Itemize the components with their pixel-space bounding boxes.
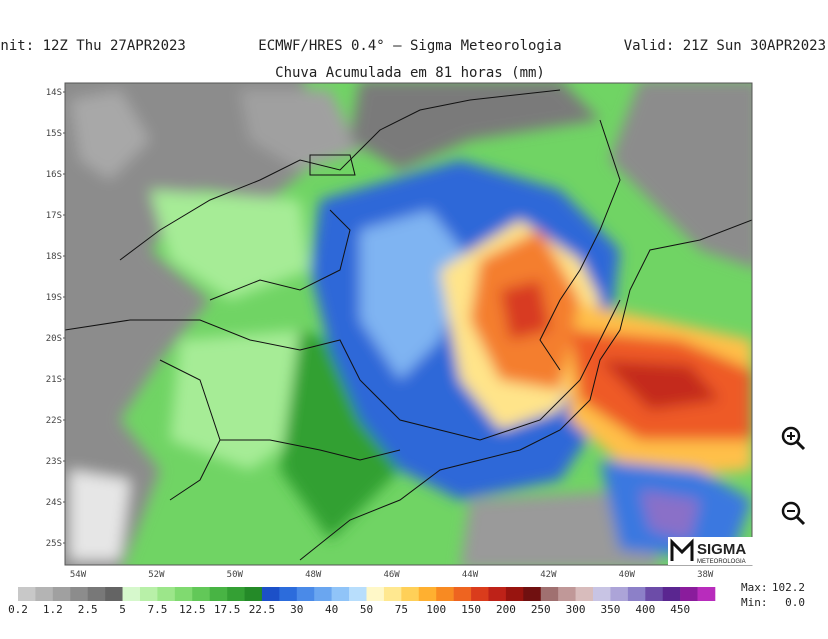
longitude-label: 52W — [148, 570, 165, 580]
latitude-label: 18S — [46, 252, 62, 262]
legend-label: 2.5 — [78, 603, 98, 616]
legend-swatch — [697, 587, 716, 601]
legend-swatch — [87, 587, 106, 601]
legend-swatch — [227, 587, 245, 601]
legend-label: 400 — [635, 603, 655, 616]
logo-name: SIGMA — [697, 541, 746, 558]
legend-swatch — [401, 587, 420, 601]
zoom-out[interactable] — [781, 501, 806, 526]
legend-swatch — [610, 587, 629, 601]
legend-swatch — [35, 587, 54, 601]
legend-label: 30 — [290, 603, 303, 616]
latitude-label: 24S — [46, 498, 62, 508]
latitude-label: 20S — [46, 334, 62, 344]
legend-swatch — [488, 587, 507, 601]
latitude-label: 14S — [46, 88, 62, 98]
legend-swatch — [314, 587, 332, 601]
latitude-label: 17S — [46, 211, 62, 221]
legend-swatch — [436, 587, 454, 601]
init-time: Init: 12Z Thu 27APR2023 — [0, 38, 186, 54]
longitude-label: 42W — [540, 570, 557, 580]
min-label: Min: — [741, 596, 768, 609]
legend-swatch — [174, 587, 193, 601]
legend-label: 17.5 — [214, 603, 241, 616]
legend-swatch — [505, 587, 524, 601]
legend-swatch — [540, 587, 559, 601]
legend-swatch — [593, 587, 611, 601]
latitude-label: 19S — [46, 293, 62, 303]
max-value: 102.2 — [772, 581, 805, 594]
legend-swatch — [645, 587, 664, 601]
legend-label: 7.5 — [147, 603, 167, 616]
legend-swatch — [349, 587, 367, 601]
legend-swatch — [453, 587, 472, 601]
min-value: 0.0 — [785, 596, 805, 609]
legend-label: 75 — [395, 603, 408, 616]
map-frame — [64, 82, 753, 566]
legend-swatch — [558, 587, 576, 601]
legend-label: 0.2 — [8, 603, 28, 616]
max-label: Max: — [741, 581, 768, 594]
logo: SIGMA METEOROLOGIA — [668, 537, 754, 565]
legend-swatch — [18, 587, 36, 601]
zoom-in[interactable] — [781, 426, 806, 451]
longitude-label: 44W — [462, 570, 479, 580]
valid-time: Valid: 21Z Sun 30APR2023 — [624, 38, 826, 54]
legend-swatch — [139, 587, 158, 601]
legend-swatch — [122, 587, 141, 601]
legend-label: 5 — [119, 603, 126, 616]
legend-swatch — [366, 587, 385, 601]
map-title: ECMWF/HRES 0.4° — Sigma Meteorologia — [258, 38, 561, 54]
legend-label: 300 — [566, 603, 586, 616]
longitude-label: 48W — [305, 570, 322, 580]
longitude-label: 50W — [227, 570, 244, 580]
legend-swatch — [331, 587, 350, 601]
map-subtitle: Chuva Acumulada em 81 horas (mm) — [275, 65, 545, 81]
latitude-label: 22S — [46, 416, 62, 426]
legend-swatch — [418, 587, 437, 601]
latitude-label: 23S — [46, 457, 62, 467]
longitude-label: 46W — [383, 570, 400, 580]
legend-swatch — [662, 587, 681, 601]
latitude-label: 21S — [46, 375, 62, 385]
latitude-label: 16S — [46, 170, 62, 180]
longitude-label: 54W — [70, 570, 87, 580]
legend-label: 250 — [531, 603, 551, 616]
legend-swatch — [523, 587, 542, 601]
latitude-label: 15S — [46, 129, 62, 139]
legend-label: 12.5 — [179, 603, 206, 616]
legend-swatch — [279, 587, 298, 601]
precipitation-field — [65, 83, 752, 565]
legend-label: 22.5 — [249, 603, 276, 616]
legend-label: 200 — [496, 603, 516, 616]
legend-label: 450 — [670, 603, 690, 616]
legend-label: 150 — [461, 603, 481, 616]
legend-swatch — [105, 587, 123, 601]
legend-swatch — [296, 587, 315, 601]
logo-tagline: METEOROLOGIA — [697, 559, 746, 565]
legend-swatch — [383, 587, 402, 601]
legend-swatch — [52, 587, 71, 601]
legend-swatch — [70, 587, 88, 601]
legend-swatch — [157, 587, 176, 601]
legend-label: 40 — [325, 603, 338, 616]
longitude-label: 40W — [619, 570, 636, 580]
latitude-label: 25S — [46, 539, 62, 549]
legend-swatch — [680, 587, 698, 601]
boundaries — [65, 89, 752, 561]
legend-label: 350 — [601, 603, 621, 616]
legend-swatch — [575, 587, 594, 601]
longitude-label: 38W — [697, 570, 714, 580]
legend-swatch — [261, 587, 280, 601]
legend-label: 1.2 — [43, 603, 63, 616]
legend-label: 50 — [360, 603, 373, 616]
legend-label: 100 — [426, 603, 446, 616]
legend-swatch — [209, 587, 228, 601]
legend-swatch — [192, 587, 210, 601]
legend-swatch — [471, 587, 489, 601]
legend-swatch — [244, 587, 263, 601]
legend-swatch — [627, 587, 646, 601]
